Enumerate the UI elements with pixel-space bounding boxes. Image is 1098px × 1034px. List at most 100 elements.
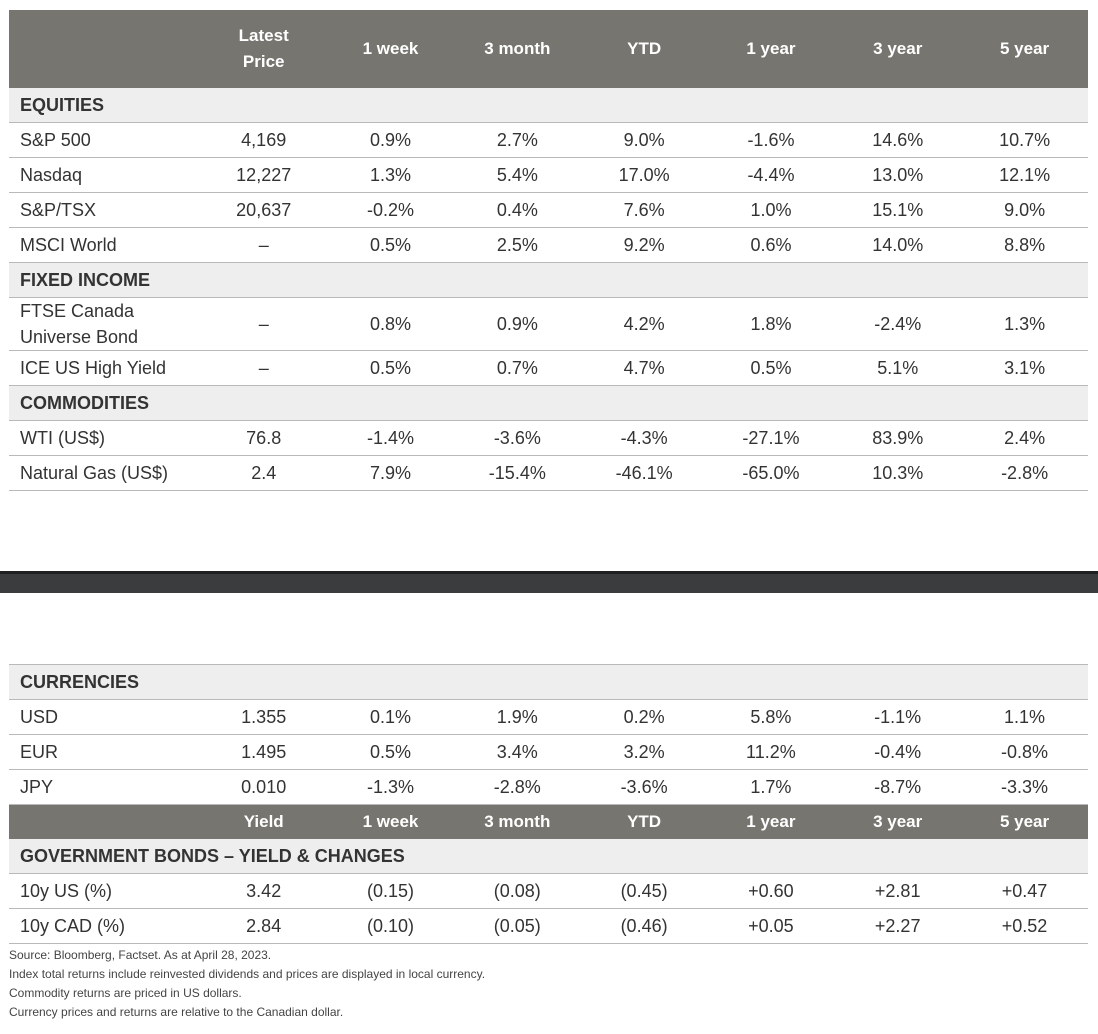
footnote-returns: Index total returns include reinvested d… [9, 967, 486, 981]
cell: 5.8% [707, 699, 835, 735]
header-blank [9, 804, 201, 839]
cell: -4.4% [707, 157, 835, 193]
cell: 0.5% [327, 734, 454, 770]
header-3-year: 3 year [834, 10, 962, 88]
table-row: MSCI World – 0.5% 2.5% 9.2% 0.6% 14.0% 8… [9, 227, 1088, 263]
row-label: FTSE Canada Universe Bond [9, 297, 201, 351]
cell: -1.4% [327, 420, 454, 456]
header-row: Latest Price 1 week 3 month YTD 1 year 3… [9, 10, 1088, 88]
cell: 1.3% [961, 297, 1088, 351]
cell: +0.52 [961, 908, 1088, 944]
cell: 1.495 [200, 734, 328, 770]
top-table-body: EQUITIES S&P 500 4,169 0.9% 2.7% 9.0% -1… [9, 88, 1088, 491]
cell: 2.84 [200, 908, 328, 944]
header-3-month: 3 month [453, 804, 581, 839]
section-commodities: COMMODITIES [9, 385, 1088, 421]
cell: – [200, 350, 328, 386]
cell: 15.1% [834, 192, 962, 228]
table-row: 10y CAD (%) 2.84 (0.10) (0.05) (0.46) +0… [9, 908, 1088, 944]
cell: 9.2% [580, 227, 708, 263]
row-label: 10y US (%) [9, 873, 201, 909]
row-label: Natural Gas (US$) [9, 455, 201, 491]
cell: – [200, 227, 328, 263]
page-divider-bar [0, 571, 1098, 593]
cell: -4.3% [580, 420, 708, 456]
cell: -2.8% [453, 769, 581, 805]
cell: -15.4% [453, 455, 581, 491]
cell: (0.15) [327, 873, 454, 909]
cell: 0.5% [327, 350, 454, 386]
cell: – [200, 297, 328, 351]
cell: 10.7% [961, 122, 1088, 158]
cell: 13.0% [834, 157, 962, 193]
cell: -3.3% [961, 769, 1088, 805]
cell: 2.5% [453, 227, 581, 263]
cell: 7.9% [327, 455, 454, 491]
cell: (0.05) [453, 908, 581, 944]
cell: -8.7% [834, 769, 962, 805]
cell: 3.1% [961, 350, 1088, 386]
cell: -3.6% [453, 420, 581, 456]
header-1-week: 1 week [327, 804, 454, 839]
header-blank [9, 10, 201, 88]
cell: 12.1% [961, 157, 1088, 193]
cell: -2.4% [834, 297, 962, 351]
table-row: EUR 1.495 0.5% 3.4% 3.2% 11.2% -0.4% -0.… [9, 734, 1088, 770]
header-5-year: 5 year [961, 804, 1088, 839]
cell: 0.2% [580, 699, 708, 735]
cell: (0.08) [453, 873, 581, 909]
cell: (0.45) [580, 873, 708, 909]
section-title: GOVERNMENT BONDS – YIELD & CHANGES [9, 839, 1088, 874]
cell: -2.8% [961, 455, 1088, 491]
header-yield: Yield [200, 804, 328, 839]
cell: +2.81 [834, 873, 962, 909]
cell: (0.46) [580, 908, 708, 944]
header-3-year: 3 year [834, 804, 962, 839]
row-label: JPY [9, 769, 201, 805]
cell: +0.60 [707, 873, 835, 909]
cell: 0.9% [327, 122, 454, 158]
cell: 0.1% [327, 699, 454, 735]
table-row: USD 1.355 0.1% 1.9% 0.2% 5.8% -1.1% 1.1% [9, 699, 1088, 735]
header-5-year: 5 year [961, 10, 1088, 88]
cell: -3.6% [580, 769, 708, 805]
cell: 1.1% [961, 699, 1088, 735]
footnote-commodities: Commodity returns are priced in US dolla… [9, 986, 242, 1000]
cell: 14.6% [834, 122, 962, 158]
table-row: WTI (US$) 76.8 -1.4% -3.6% -4.3% -27.1% … [9, 420, 1088, 456]
footnotes: Source: Bloomberg, Factset. As at April … [9, 946, 485, 1022]
cell: 1.8% [707, 297, 835, 351]
row-label: EUR [9, 734, 201, 770]
header-3-month: 3 month [453, 10, 581, 88]
cell: 11.2% [707, 734, 835, 770]
section-equities: EQUITIES [9, 88, 1088, 123]
row-label: S&P 500 [9, 122, 201, 158]
header-1-year: 1 year [707, 804, 835, 839]
cell: 0.4% [453, 192, 581, 228]
cell: 83.9% [834, 420, 962, 456]
cell: -0.8% [961, 734, 1088, 770]
section-title: EQUITIES [9, 88, 1088, 123]
cell: 17.0% [580, 157, 708, 193]
header-ytd: YTD [580, 10, 708, 88]
section-fixed-income: FIXED INCOME [9, 262, 1088, 298]
table-row: Nasdaq 12,227 1.3% 5.4% 17.0% -4.4% 13.0… [9, 157, 1088, 193]
cell: 76.8 [200, 420, 328, 456]
cell: 5.1% [834, 350, 962, 386]
cell: +0.47 [961, 873, 1088, 909]
footnote-currencies: Currency prices and returns are relative… [9, 1005, 344, 1019]
cell: +0.05 [707, 908, 835, 944]
table-row: Natural Gas (US$) 2.4 7.9% -15.4% -46.1%… [9, 455, 1088, 491]
section-title: COMMODITIES [9, 385, 1088, 421]
table-row: S&P 500 4,169 0.9% 2.7% 9.0% -1.6% 14.6%… [9, 122, 1088, 158]
table-row: S&P/TSX 20,637 -0.2% 0.4% 7.6% 1.0% 15.1… [9, 192, 1088, 228]
cell: 1.9% [453, 699, 581, 735]
table-row: ICE US High Yield – 0.5% 0.7% 4.7% 0.5% … [9, 350, 1088, 386]
row-label: S&P/TSX [9, 192, 201, 228]
cell: -1.1% [834, 699, 962, 735]
table-row: JPY 0.010 -1.3% -2.8% -3.6% 1.7% -8.7% -… [9, 769, 1088, 805]
cell: 0.6% [707, 227, 835, 263]
header-latest-price: Latest Price [200, 10, 328, 88]
row-label: Nasdaq [9, 157, 201, 193]
header-ytd: YTD [580, 804, 708, 839]
